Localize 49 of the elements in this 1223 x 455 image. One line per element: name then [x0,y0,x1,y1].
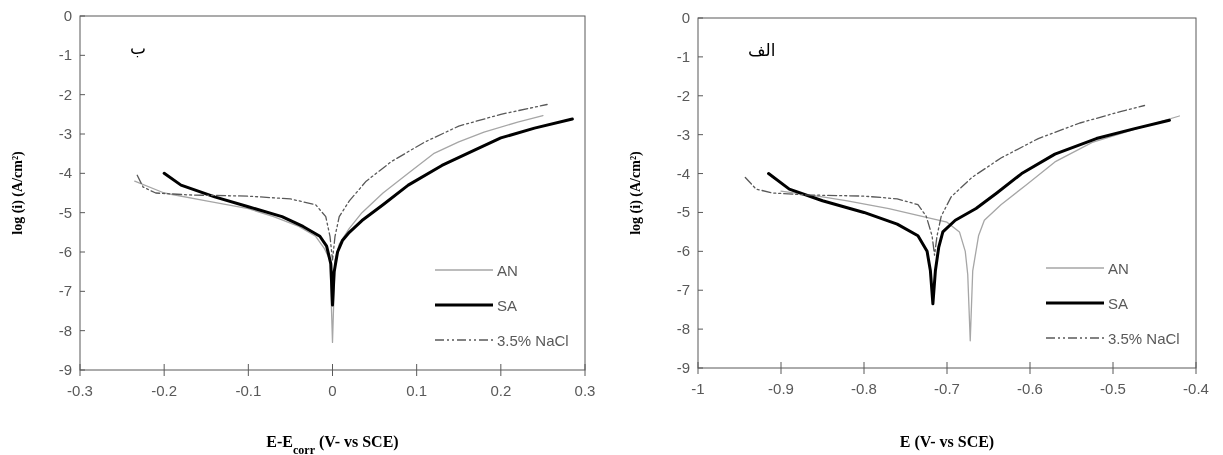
y-tick-label: -3 [58,125,72,142]
legend-label: 3.5% NaCl [497,332,569,349]
y-axis-title: log (i) (A/cm²) [628,150,644,235]
x-tick-label: -0.2 [151,382,178,399]
y-tick-label: -8 [58,321,72,339]
y-tick-label: -5 [676,203,690,221]
y-tick-label: -3 [676,125,690,143]
x-tick-label: -0.3 [67,382,93,399]
legend-label: 3.5% NaCl [1108,330,1180,347]
legend-label: AN [1108,260,1129,277]
y-axis-title: log (i) (A/cm²) [10,150,26,235]
line-series [744,104,1146,256]
y-tick-label: -4 [676,164,690,182]
y-tick-label: 0 [63,7,72,24]
x-tick-label: -0.8 [851,380,877,397]
y-tick-label: -7 [58,282,72,300]
x-tick-label: 0.3 [574,382,596,399]
x-tick-label: -1 [691,380,705,397]
x-tick-label: -0.4 [1183,380,1209,397]
legend-label: SA [1108,295,1129,312]
line-series [136,103,548,261]
legend-label: AN [497,262,518,279]
y-tick-label: -8 [676,320,690,338]
y-tick-label: -6 [676,242,690,260]
y-tick-label: 0 [681,9,690,26]
x-tick-label: -0.5 [1100,380,1126,397]
y-tick-label: -1 [58,46,72,64]
y-tick-label: -9 [676,359,690,376]
x-tick-label: 0.1 [406,382,428,399]
x-axis-title: E-E$_{corr}$ (V- vs SCE) [266,433,399,455]
y-tick-label: -2 [676,86,690,104]
x-tick-label: 0 [328,382,337,399]
legend-label: SA [497,297,518,314]
x-tick-label: -0.6 [1017,380,1043,397]
annotation: ب [130,38,147,58]
y-tick-label: -6 [58,243,72,260]
y-tick-label: -5 [58,203,72,221]
y-tick-label: -4 [58,164,72,182]
x-tick-label: 0.2 [490,382,512,399]
line-series [780,115,1181,342]
y-tick-label: -9 [58,361,72,378]
x-tick-label: -0.1 [235,382,262,399]
y-tick-label: -7 [676,281,690,299]
annotation: الف [748,40,776,60]
x-axis-title: E (V- vs SCE) [899,433,995,451]
y-tick-label: -1 [676,47,690,65]
y-tick-label: -2 [58,85,72,103]
x-tick-label: -0.9 [768,380,794,397]
x-tick-label: -0.7 [934,380,960,397]
